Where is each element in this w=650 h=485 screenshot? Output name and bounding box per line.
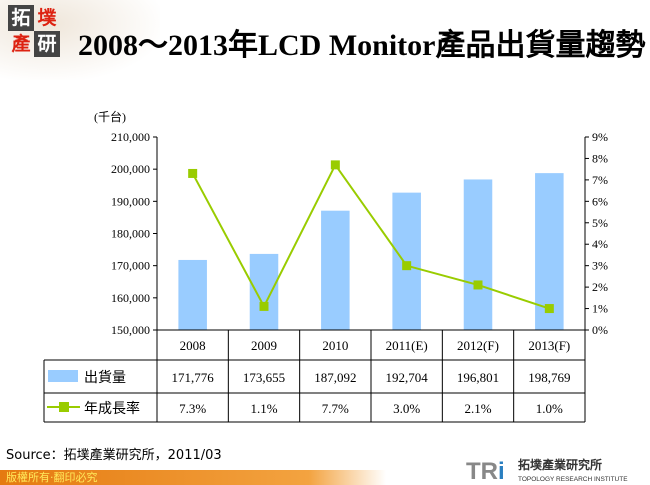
bar-data-label: 171,776 <box>172 370 215 385</box>
line-marker <box>259 301 269 311</box>
brand-mark-wrap: TRi <box>466 458 505 485</box>
line-marker <box>402 261 412 271</box>
y2-tick-label: 5% <box>592 216 608 230</box>
brand-logo: TRi 拓墣產業研究所 TOPOLOGY RESEARCH INSTITUTE <box>466 458 650 485</box>
y2-tick-label: 3% <box>592 259 608 273</box>
line-data-label: 2.1% <box>464 401 491 416</box>
brand-mark-i: i <box>498 458 505 485</box>
y2-tick-label: 1% <box>592 302 608 316</box>
line-marker <box>188 168 198 178</box>
y2-tick-label: 8% <box>592 151 608 165</box>
y2-tick-label: 7% <box>592 173 608 187</box>
bar-data-label: 187,092 <box>314 370 356 385</box>
bar <box>535 173 564 330</box>
legend-swatch-marker <box>59 402 69 412</box>
brand-mark: TR <box>466 458 498 485</box>
logo-char: 產 <box>11 33 31 55</box>
bar-data-label: 196,801 <box>457 370 499 385</box>
x-tick-label: 2008 <box>180 338 206 353</box>
y2-tick-label: 2% <box>592 280 608 294</box>
bar <box>463 179 493 330</box>
legend-label: 出貨量 <box>84 369 126 386</box>
x-tick-label: 2013(F) <box>528 338 570 353</box>
bar <box>178 259 207 330</box>
y-tick-label: 150,000 <box>111 323 150 337</box>
bar-data-label: 198,769 <box>528 370 570 385</box>
logo-char: 拓 <box>8 5 34 31</box>
logo-char: 研 <box>34 31 60 57</box>
y2-tick-label: 4% <box>592 237 608 251</box>
legend-swatch-bar <box>48 370 78 382</box>
x-tick-label: 2010 <box>322 338 348 353</box>
x-tick-label: 2011(E) <box>386 338 428 353</box>
growth-line <box>191 162 550 310</box>
y-tick-label: 180,000 <box>111 227 150 241</box>
brand-name-en: TOPOLOGY RESEARCH INSTITUTE <box>518 476 628 483</box>
y-tick-label: 190,000 <box>111 194 150 208</box>
source-note: Source：拓墣產業研究所，2011/03 <box>6 448 222 463</box>
line-marker <box>544 304 554 314</box>
line-marker <box>473 280 483 290</box>
line-marker <box>330 160 340 170</box>
y-tick-label: 200,000 <box>111 162 150 176</box>
line-data-label: 1.0% <box>536 401 563 416</box>
line-data-label: 7.3% <box>179 401 206 416</box>
legend-label: 年成長率 <box>84 400 140 417</box>
y-tick-label: 210,000 <box>111 130 150 144</box>
page-title: 2008～2013年LCD Monitor產品出貨量趨勢 <box>78 29 646 62</box>
bar <box>249 253 279 330</box>
x-tick-label: 2009 <box>251 338 277 353</box>
bar-data-label: 192,704 <box>386 370 429 385</box>
line-data-label: 7.7% <box>322 401 349 416</box>
bar <box>321 210 350 330</box>
x-tick-label: 2012(F) <box>457 338 499 353</box>
y2-tick-label: 9% <box>592 130 608 144</box>
copyright-bar: 版權所有‧翻印必究 <box>0 470 386 485</box>
logo-char: 墣 <box>37 7 57 29</box>
y2-tick-label: 0% <box>592 323 608 337</box>
line-data-label: 3.0% <box>393 401 420 416</box>
y-tick-label: 170,000 <box>111 259 150 273</box>
line-data-label: 1.1% <box>250 401 277 416</box>
y2-tick-label: 6% <box>592 194 608 208</box>
y-axis-unit: (千台) <box>94 109 126 124</box>
brand-name-cn: 拓墣產業研究所 <box>518 458 603 472</box>
logo: 拓 墣 產 研 <box>8 5 60 57</box>
bar-data-label: 173,655 <box>243 370 285 385</box>
y-tick-label: 160,000 <box>111 291 150 305</box>
